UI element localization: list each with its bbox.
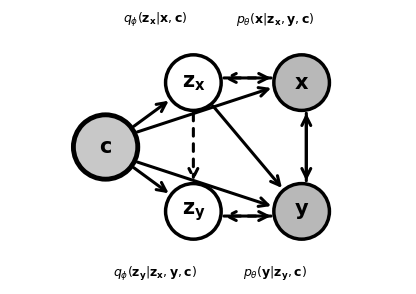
Text: $q_{\phi}(\mathbf{z_x}|\mathbf{x}, \mathbf{c})$: $q_{\phi}(\mathbf{z_x}|\mathbf{x}, \math… bbox=[123, 11, 188, 29]
Text: $\mathbf{y}$: $\mathbf{y}$ bbox=[294, 201, 309, 221]
Circle shape bbox=[166, 183, 221, 239]
Text: $\mathbf{z_x}$: $\mathbf{z_x}$ bbox=[181, 73, 205, 93]
Text: $p_{\theta}(\mathbf{x}|\mathbf{z_x}, \mathbf{y}, \mathbf{c})$: $p_{\theta}(\mathbf{x}|\mathbf{z_x}, \ma… bbox=[236, 11, 314, 28]
Circle shape bbox=[73, 115, 138, 179]
Text: $\mathbf{z_y}$: $\mathbf{z_y}$ bbox=[181, 200, 205, 223]
Circle shape bbox=[274, 183, 329, 239]
Circle shape bbox=[274, 55, 329, 111]
Circle shape bbox=[166, 55, 221, 111]
Text: $\mathbf{x}$: $\mathbf{x}$ bbox=[294, 73, 309, 93]
Text: $p_{\theta}(\mathbf{y}|\mathbf{z_y}, \mathbf{c})$: $p_{\theta}(\mathbf{y}|\mathbf{z_y}, \ma… bbox=[243, 265, 307, 283]
Text: $\mathbf{c}$: $\mathbf{c}$ bbox=[99, 137, 112, 157]
Text: $q_{\phi}(\mathbf{z_y}|\mathbf{z_x}, \mathbf{y}, \mathbf{c})$: $q_{\phi}(\mathbf{z_y}|\mathbf{z_x}, \ma… bbox=[113, 265, 198, 283]
